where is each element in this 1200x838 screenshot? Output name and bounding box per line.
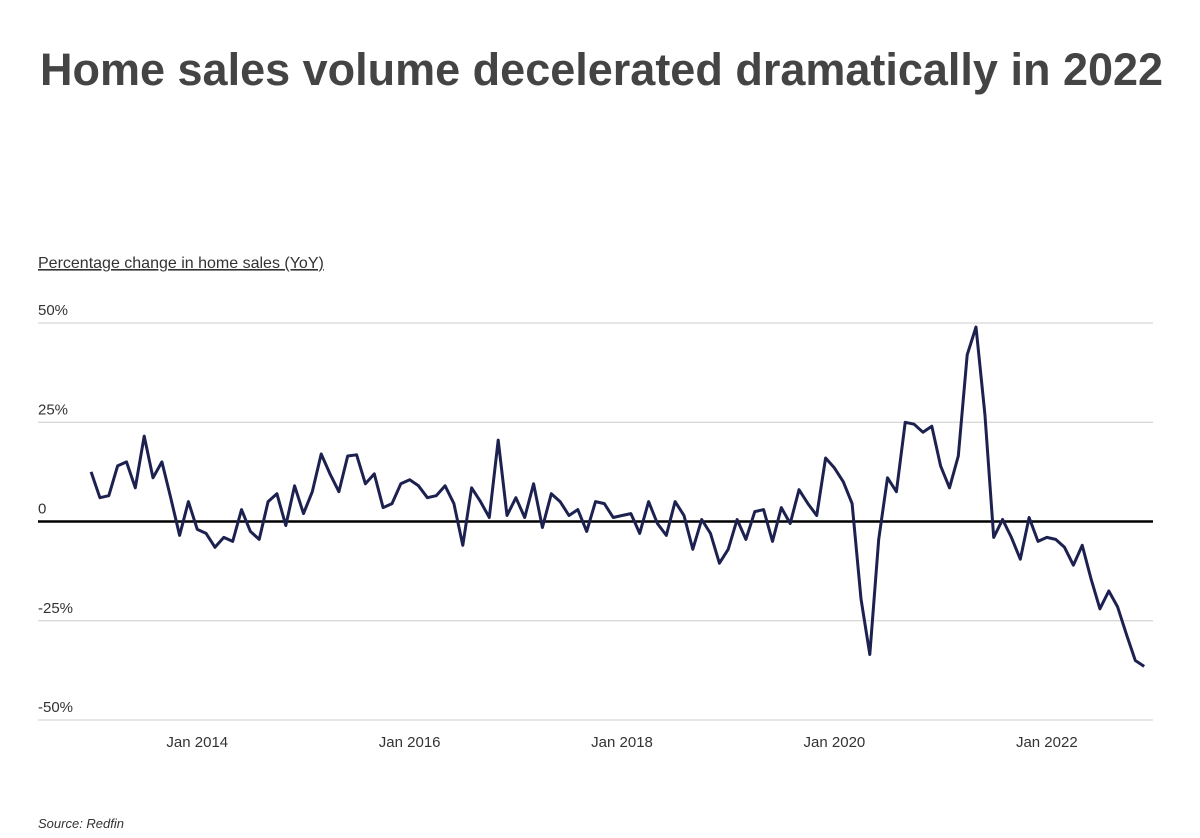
y-tick-label: 0 xyxy=(38,501,46,518)
y-tick-label: 25% xyxy=(38,401,68,418)
x-tick-label: Jan 2020 xyxy=(804,734,866,751)
line xyxy=(89,325,1146,668)
y-tick-label: -50% xyxy=(38,699,73,716)
y-tick-label: -25% xyxy=(38,600,73,617)
x-tick-label: Jan 2014 xyxy=(166,734,228,751)
y-tick-label: 50% xyxy=(38,302,68,319)
x-tick-label: Jan 2016 xyxy=(379,734,441,751)
x-tick-label: Jan 2018 xyxy=(591,734,653,751)
chart-title: Home sales volume decelerated dramatical… xyxy=(40,44,1164,95)
x-tick-label: Jan 2022 xyxy=(1016,734,1078,751)
source: Source: Redfin xyxy=(38,816,124,831)
axis-title: Percentage change in home sales (YoY) xyxy=(38,255,324,272)
